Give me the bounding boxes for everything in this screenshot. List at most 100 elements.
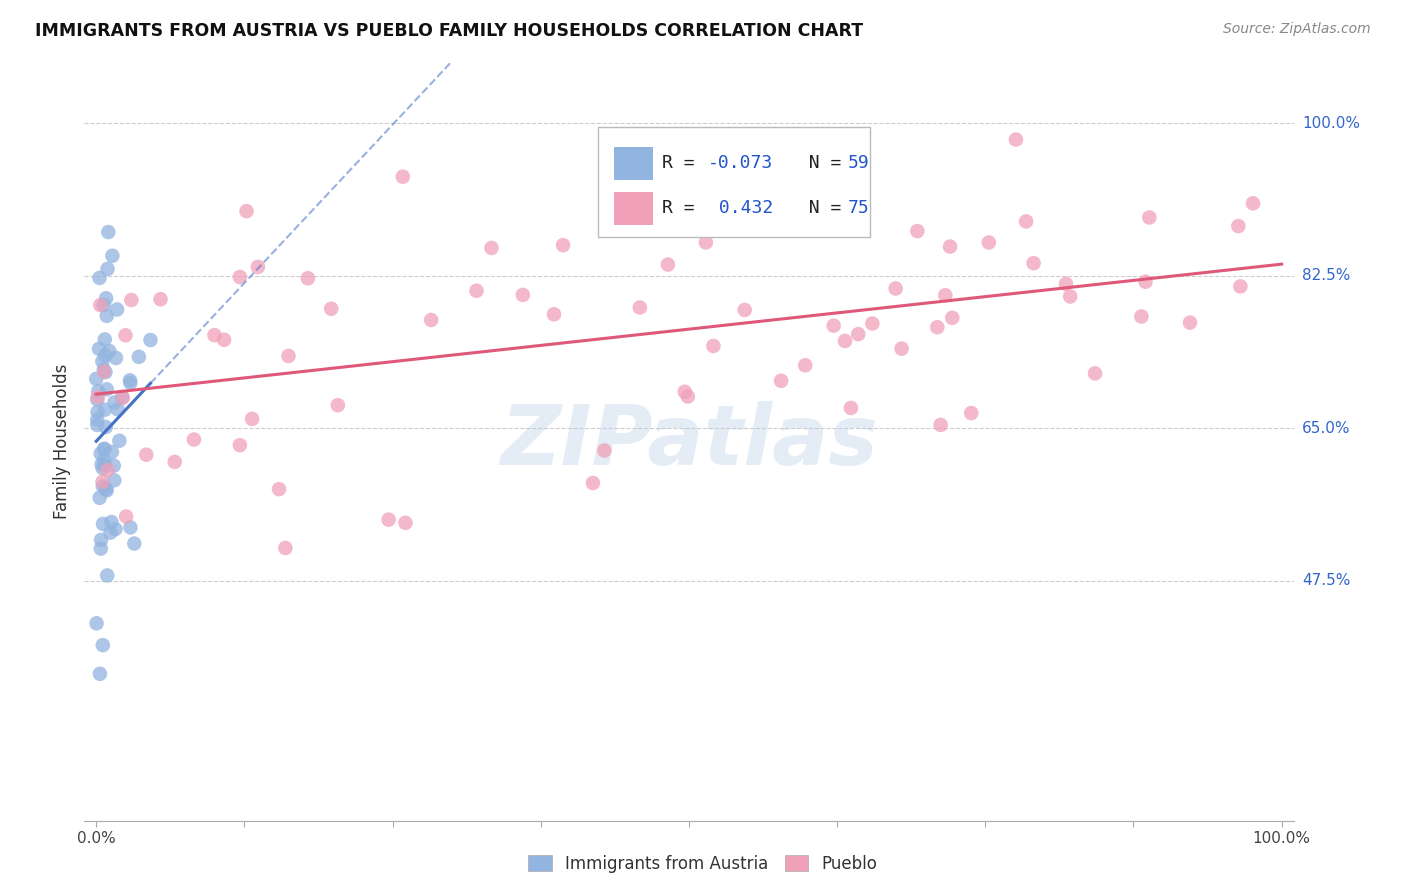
Point (1229, 279, 1251, 293)
Point (465, 284, 488, 298)
Point (297, 271, 319, 285)
Point (1178, 316, 1201, 330)
Point (96, 483, 118, 498)
Point (274, 541, 297, 555)
Point (377, 513, 399, 527)
Point (1130, 310, 1153, 324)
Legend: Immigrants from Austria, Pueblo: Immigrants from Austria, Pueblo (522, 848, 884, 880)
Point (94, 420, 117, 434)
Text: N =: N = (787, 154, 852, 172)
Point (657, 258, 679, 272)
Point (91, 354, 114, 368)
Point (108, 434, 131, 448)
Point (96, 463, 118, 477)
Point (860, 317, 883, 331)
Point (91, 479, 114, 493)
Text: N =: N = (787, 200, 852, 218)
Point (960, 406, 983, 420)
Point (905, 224, 928, 238)
Text: 65.0%: 65.0% (1302, 421, 1350, 436)
Point (86, 616, 108, 631)
Point (839, 401, 862, 415)
Point (326, 398, 349, 412)
Point (240, 412, 263, 426)
Point (1135, 275, 1157, 289)
Point (93, 442, 115, 456)
Point (111, 390, 134, 404)
Point (89, 666, 111, 681)
Point (90, 533, 112, 547)
Point (94, 291, 117, 305)
Point (551, 238, 574, 252)
Point (593, 443, 616, 458)
Point (1227, 219, 1250, 233)
Point (1137, 211, 1160, 225)
Text: IMMIGRANTS FROM AUSTRIA VS PUEBLO FAMILY HOUSEHOLDS CORRELATION CHART: IMMIGRANTS FROM AUSTRIA VS PUEBLO FAMILY… (35, 22, 863, 40)
Point (96, 261, 118, 276)
Point (163, 455, 186, 469)
Point (246, 260, 269, 274)
Point (673, 384, 696, 399)
Point (94, 482, 117, 496)
Point (890, 342, 912, 356)
Point (86, 412, 108, 426)
Point (115, 509, 138, 524)
Point (321, 301, 343, 316)
Point (87, 384, 110, 398)
Point (91, 516, 114, 531)
Point (120, 376, 142, 390)
Point (103, 395, 125, 409)
Point (86, 417, 108, 432)
Point (90, 446, 112, 460)
Point (93, 365, 115, 379)
Point (135, 448, 157, 462)
Point (94, 365, 117, 379)
Point (84, 372, 107, 386)
Point (91, 638, 114, 652)
Point (794, 359, 817, 373)
Text: 75: 75 (848, 200, 869, 218)
Point (391, 169, 413, 184)
Text: 59: 59 (848, 154, 869, 172)
Text: 47.5%: 47.5% (1302, 574, 1350, 589)
Point (229, 270, 252, 285)
Point (87, 342, 110, 356)
Point (89, 271, 111, 285)
Point (884, 281, 907, 295)
Point (977, 235, 1000, 250)
Point (86, 390, 108, 404)
Point (628, 301, 651, 315)
Text: 100.0%: 100.0% (1302, 116, 1360, 131)
Point (235, 204, 257, 219)
Point (582, 475, 605, 490)
Point (734, 302, 756, 317)
Point (939, 239, 962, 253)
Point (941, 310, 963, 325)
Point (105, 302, 128, 317)
Point (118, 373, 141, 387)
Point (770, 374, 793, 388)
Point (229, 438, 252, 452)
Point (89, 491, 111, 505)
Point (512, 288, 534, 302)
Point (94, 333, 117, 347)
Point (1241, 196, 1264, 211)
Point (709, 210, 731, 224)
Point (93, 453, 115, 467)
Point (90, 458, 112, 472)
Point (100, 515, 122, 529)
Point (91, 461, 114, 475)
Point (139, 333, 162, 347)
Point (1005, 132, 1028, 146)
Text: -0.073: -0.073 (709, 154, 773, 172)
Point (277, 349, 299, 363)
Point (98, 344, 121, 359)
Point (823, 318, 845, 333)
Y-axis label: Family Households: Family Households (53, 364, 72, 519)
Point (93, 442, 115, 456)
Point (934, 288, 956, 302)
FancyBboxPatch shape (599, 127, 870, 236)
Point (212, 333, 235, 347)
Text: R =: R = (662, 200, 717, 218)
Point (107, 402, 129, 417)
